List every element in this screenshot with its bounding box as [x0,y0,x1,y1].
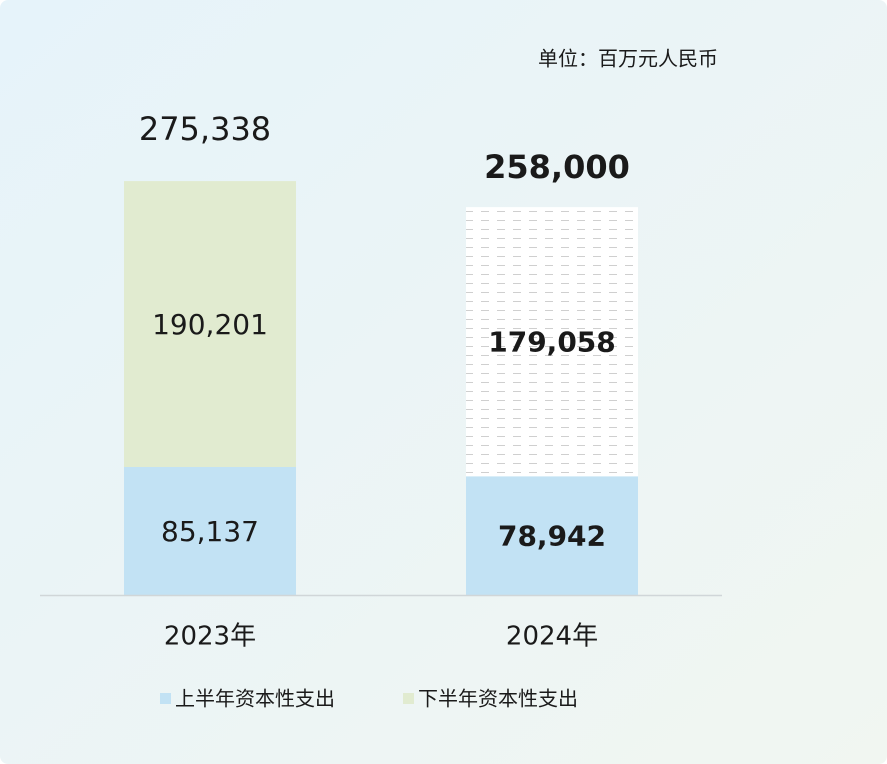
legend-label: 上半年资本性支出 [175,687,335,711]
value-label: 85,137 [161,515,259,548]
value-label: 190,201 [152,308,268,341]
bar-segment [124,467,296,595]
unit-label: 单位：百万元人民币 [538,47,718,71]
x-tick-label: 2024年 [506,622,598,652]
x-tick-label: 2023年 [164,622,256,652]
total-label: 275,338 [139,110,271,148]
legend-label: 下半年资本性支出 [418,687,578,711]
value-label: 78,942 [498,520,606,553]
bar-segment [124,181,296,468]
total-label: 258,000 [484,148,630,186]
plot: 85,137 190,201 275,338 2023年 78,942 179,058 25… [124,110,638,711]
bar-segment [466,476,638,595]
legend-swatch [403,693,414,704]
value-label: 179,058 [488,326,616,359]
bar-segment [466,207,638,477]
legend-swatch [160,693,171,704]
